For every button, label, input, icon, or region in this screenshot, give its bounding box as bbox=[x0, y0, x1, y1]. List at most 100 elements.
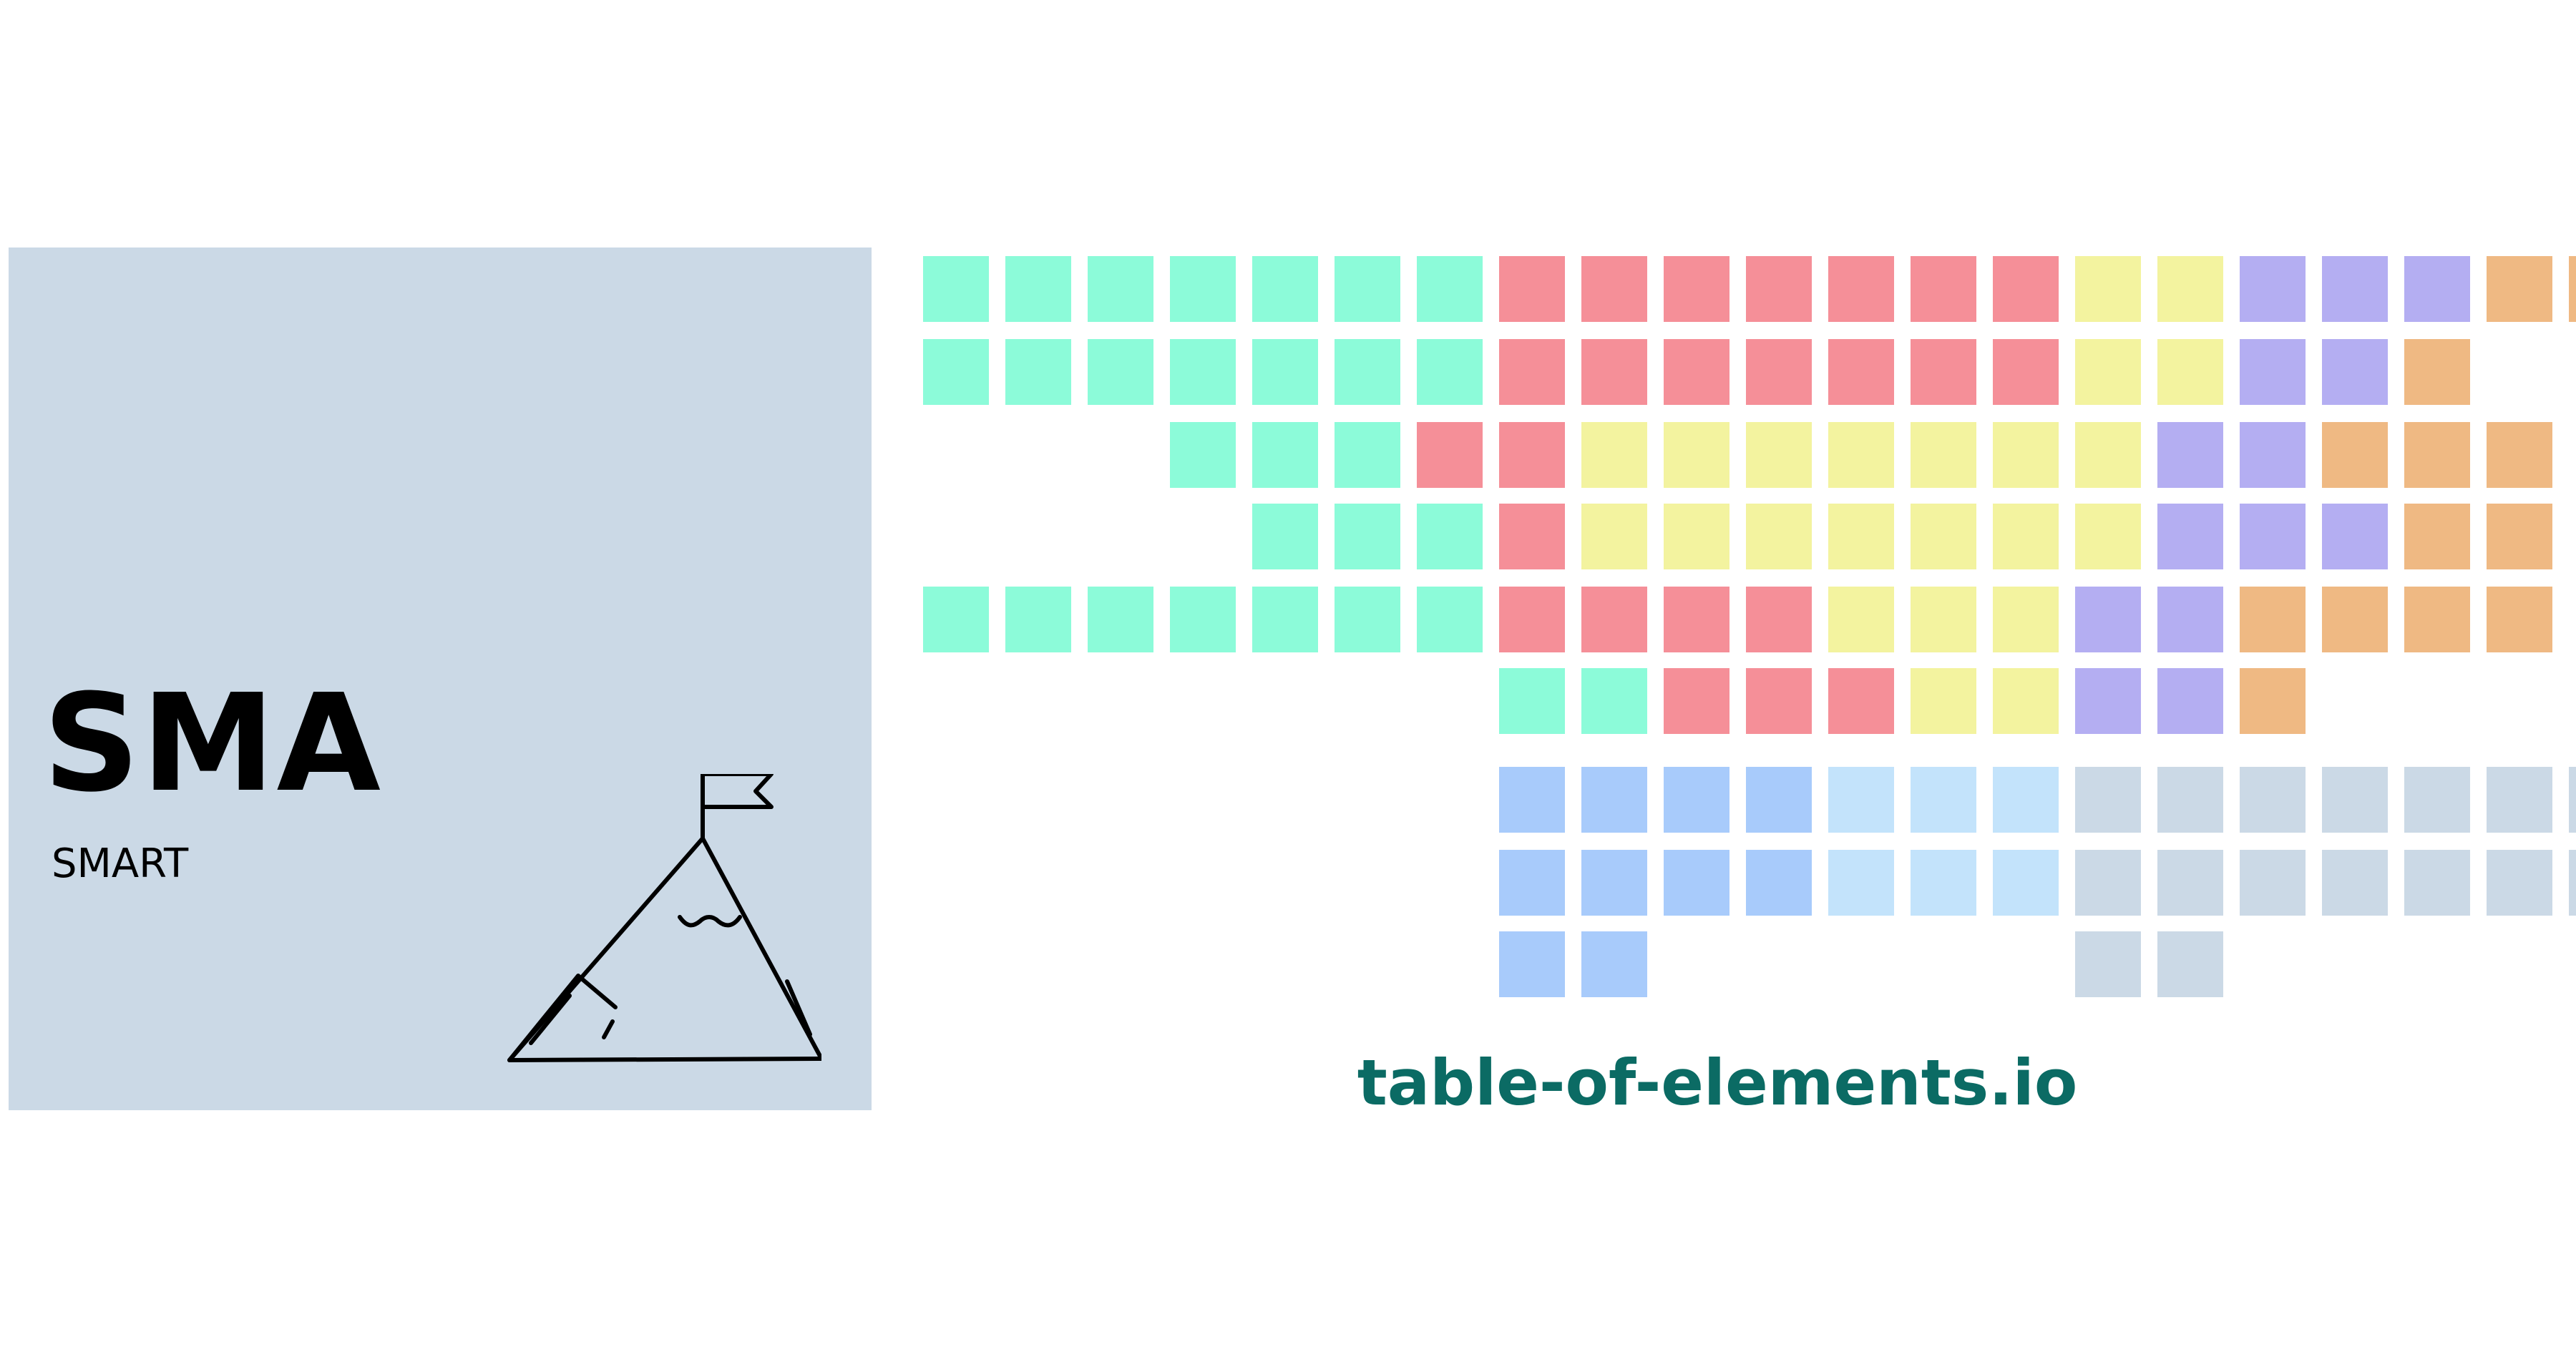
element-tile bbox=[2157, 587, 2223, 652]
element-tile bbox=[2487, 504, 2552, 569]
element-tile bbox=[2240, 668, 2306, 734]
element-tile bbox=[1664, 668, 1729, 734]
mountain-flag-icon bbox=[507, 774, 821, 1062]
element-tile bbox=[1335, 339, 1400, 405]
element-tile bbox=[2157, 668, 2223, 734]
element-tile bbox=[1499, 422, 1565, 488]
element-tile bbox=[1746, 767, 1812, 833]
element-tile bbox=[2075, 256, 2141, 322]
element-tile bbox=[1335, 422, 1400, 488]
element-tile bbox=[1581, 504, 1647, 569]
element-tile bbox=[2322, 850, 2388, 916]
element-tile bbox=[2487, 767, 2552, 833]
element-tile bbox=[2075, 767, 2141, 833]
element-tile bbox=[1252, 422, 1318, 488]
element-tile bbox=[1664, 256, 1729, 322]
element-card: SMA SMART bbox=[9, 248, 872, 1110]
element-tile bbox=[1664, 504, 1729, 569]
element-tile bbox=[1417, 422, 1483, 488]
element-tile bbox=[923, 587, 989, 652]
element-tile bbox=[1499, 668, 1565, 734]
element-tile bbox=[2322, 504, 2388, 569]
element-tile bbox=[2075, 504, 2141, 569]
element-tile bbox=[1746, 256, 1812, 322]
element-tile bbox=[1170, 339, 1236, 405]
element-tile bbox=[2569, 850, 2576, 916]
element-tile bbox=[1499, 587, 1565, 652]
element-tile bbox=[1911, 256, 1976, 322]
element-tile bbox=[2240, 850, 2306, 916]
element-tile bbox=[1746, 422, 1812, 488]
element-tile bbox=[2075, 339, 2141, 405]
element-tile bbox=[1005, 256, 1071, 322]
element-tile bbox=[1417, 504, 1483, 569]
element-tile bbox=[1581, 339, 1647, 405]
element-tile bbox=[2240, 504, 2306, 569]
element-tile bbox=[2487, 587, 2552, 652]
element-tile bbox=[1911, 422, 1976, 488]
element-tile bbox=[1993, 767, 2059, 833]
element-tile bbox=[923, 339, 989, 405]
element-tile bbox=[2157, 767, 2223, 833]
element-tile bbox=[2322, 339, 2388, 405]
element-tile bbox=[2075, 668, 2141, 734]
element-tile bbox=[1499, 767, 1565, 833]
element-tile bbox=[1499, 256, 1565, 322]
element-tile bbox=[1993, 668, 2059, 734]
element-tile bbox=[1746, 668, 1812, 734]
element-tile bbox=[2240, 767, 2306, 833]
element-tile bbox=[1911, 767, 1976, 833]
element-tile bbox=[2322, 422, 2388, 488]
element-tile bbox=[1993, 587, 2059, 652]
element-tile bbox=[1993, 850, 2059, 916]
element-tile bbox=[1828, 422, 1894, 488]
element-tile bbox=[1746, 339, 1812, 405]
element-tile bbox=[1911, 850, 1976, 916]
element-tile bbox=[2404, 256, 2470, 322]
element-tile bbox=[1911, 504, 1976, 569]
element-tile bbox=[1664, 767, 1729, 833]
element-tile bbox=[1499, 504, 1565, 569]
element-tile bbox=[2322, 587, 2388, 652]
element-tile bbox=[1746, 587, 1812, 652]
element-tile bbox=[2404, 587, 2470, 652]
element-tile bbox=[1828, 504, 1894, 569]
element-tile bbox=[1581, 668, 1647, 734]
element-tile bbox=[1993, 256, 2059, 322]
element-tile bbox=[1005, 587, 1071, 652]
element-tile bbox=[2404, 339, 2470, 405]
element-tile bbox=[1746, 504, 1812, 569]
element-tile bbox=[1581, 850, 1647, 916]
element-tile bbox=[1499, 339, 1565, 405]
element-tile bbox=[1088, 256, 1153, 322]
element-tile bbox=[1335, 504, 1400, 569]
element-tile bbox=[2487, 422, 2552, 488]
element-tile bbox=[1911, 587, 1976, 652]
element-tile bbox=[2569, 767, 2576, 833]
element-tile bbox=[2240, 339, 2306, 405]
element-tile bbox=[1335, 256, 1400, 322]
element-tile bbox=[1993, 504, 2059, 569]
element-tile bbox=[1417, 256, 1483, 322]
element-tile bbox=[1664, 587, 1729, 652]
element-tile bbox=[1088, 587, 1153, 652]
element-tile bbox=[2075, 422, 2141, 488]
element-tile bbox=[2157, 256, 2223, 322]
element-tile bbox=[2569, 256, 2576, 322]
element-tile bbox=[1252, 256, 1318, 322]
element-tile bbox=[923, 256, 989, 322]
element-tile bbox=[1170, 256, 1236, 322]
element-tile bbox=[2322, 767, 2388, 833]
element-tile bbox=[1993, 422, 2059, 488]
element-tile bbox=[2157, 931, 2223, 997]
element-tile bbox=[2404, 767, 2470, 833]
element-tile bbox=[2157, 504, 2223, 569]
element-tile bbox=[1664, 339, 1729, 405]
element-tile bbox=[1746, 850, 1812, 916]
element-tile bbox=[2487, 256, 2552, 322]
element-tile bbox=[2075, 931, 2141, 997]
element-tile bbox=[2157, 850, 2223, 916]
element-tile bbox=[1170, 422, 1236, 488]
element-tile bbox=[2487, 850, 2552, 916]
